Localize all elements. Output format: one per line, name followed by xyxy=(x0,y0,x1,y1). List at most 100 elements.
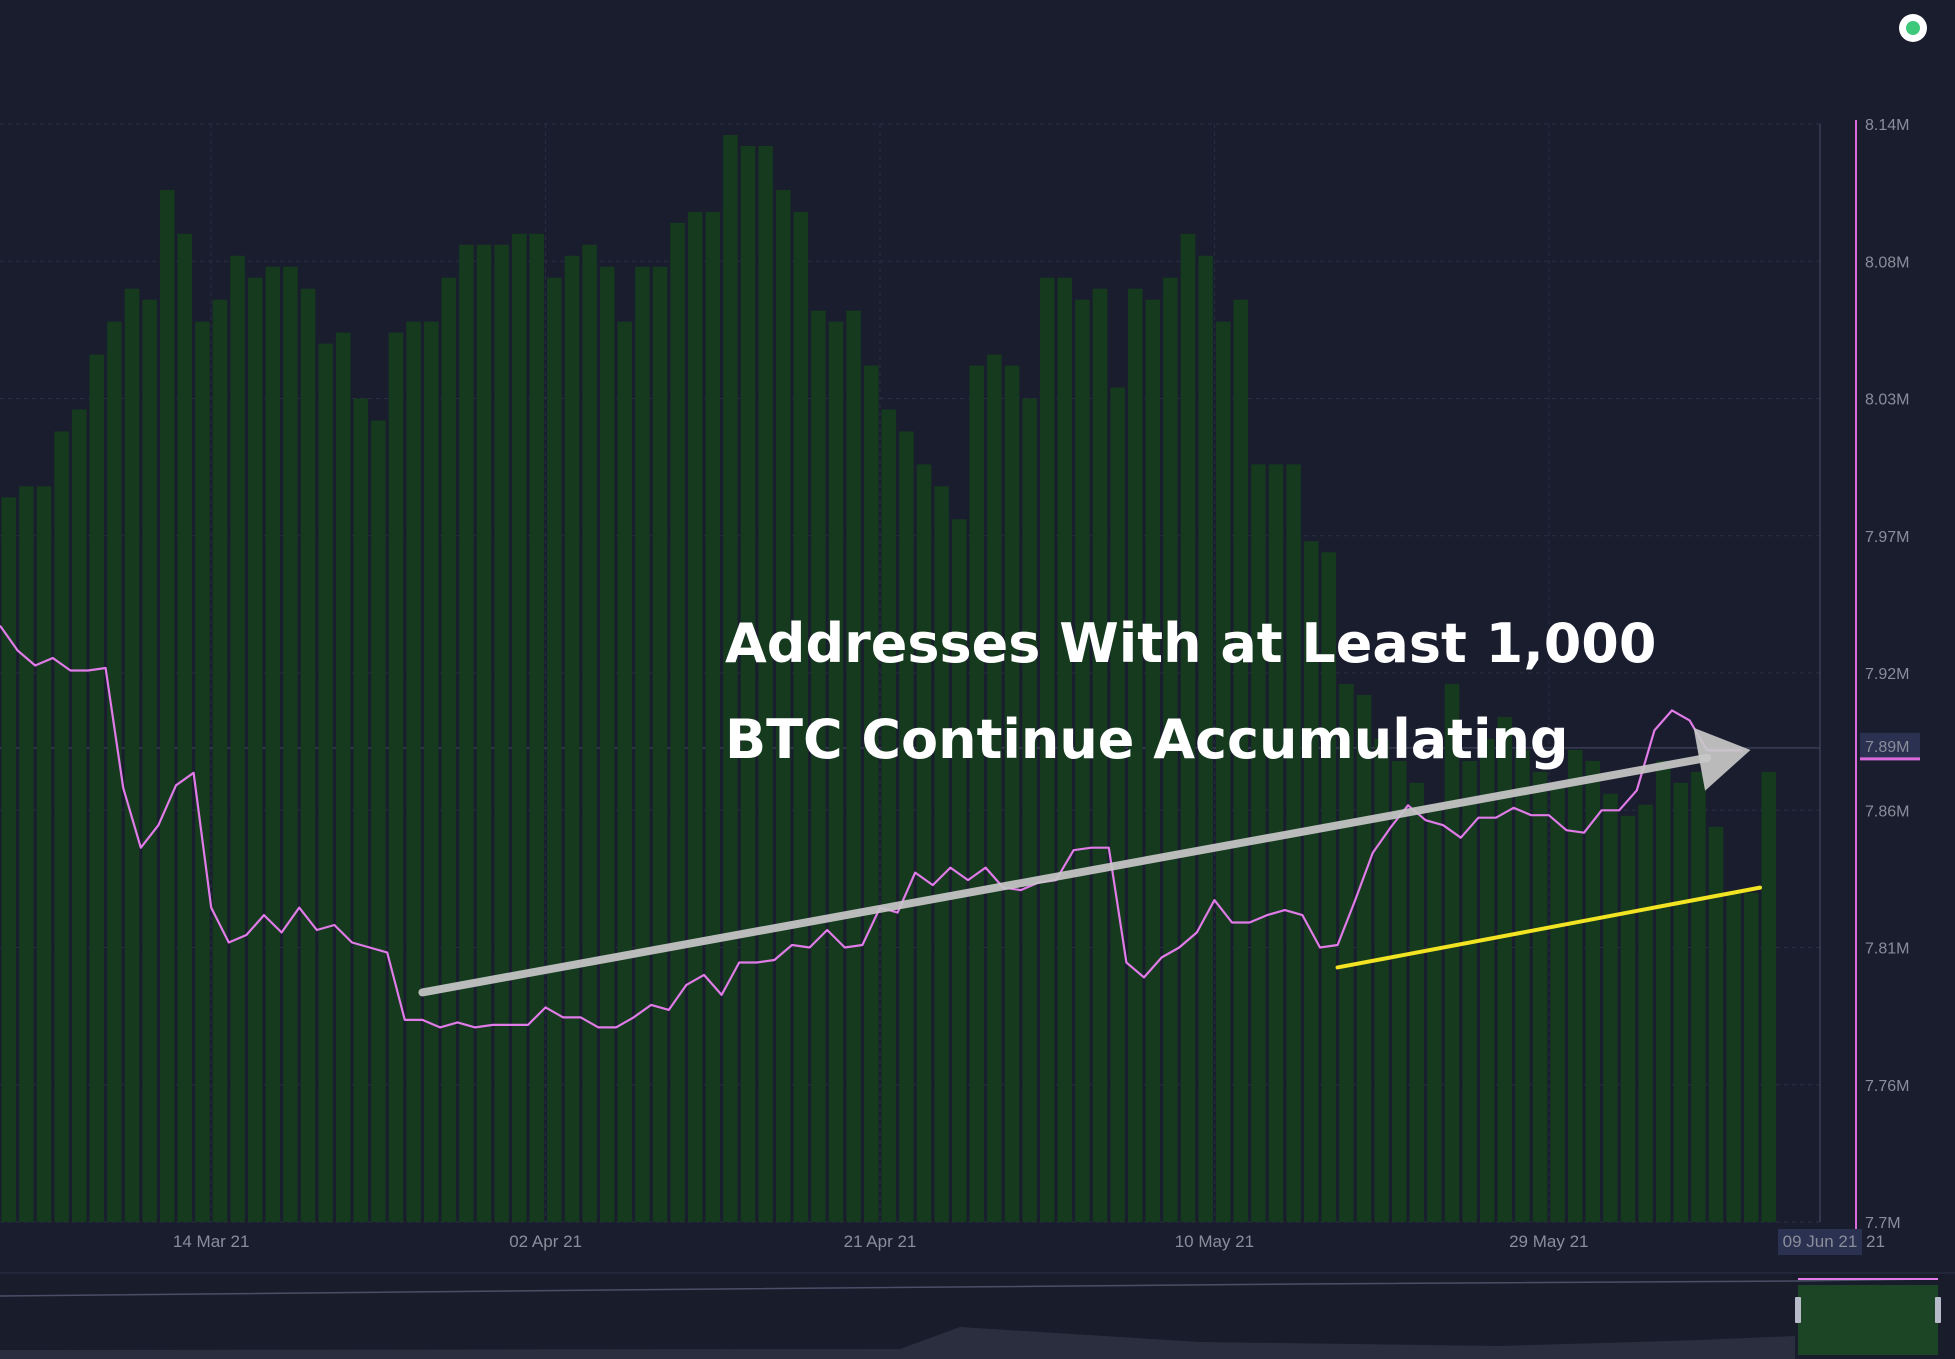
bar xyxy=(1127,288,1143,1222)
bar xyxy=(318,343,333,1223)
bar xyxy=(951,519,967,1222)
bar xyxy=(775,189,791,1222)
bar xyxy=(441,277,457,1223)
bar xyxy=(36,486,52,1223)
bar xyxy=(811,310,826,1222)
bar xyxy=(1743,892,1759,1222)
y-tick-label: 7.92M xyxy=(1865,666,1909,683)
bar xyxy=(1110,387,1125,1222)
headline-line2: BTC Continue Accumulating xyxy=(725,708,1569,771)
bar xyxy=(863,365,879,1222)
bar xyxy=(1233,299,1249,1222)
bar xyxy=(934,486,949,1223)
support-line xyxy=(1335,885,1762,970)
bar xyxy=(1761,771,1777,1222)
bar xyxy=(107,321,122,1222)
bar xyxy=(1673,782,1689,1222)
y-tick-label: 8.08M xyxy=(1865,254,1909,271)
bar xyxy=(1515,749,1530,1222)
bar xyxy=(1444,683,1460,1222)
bar xyxy=(335,332,351,1222)
bar xyxy=(1497,716,1513,1222)
bar xyxy=(846,310,861,1222)
bar xyxy=(529,233,545,1223)
bar xyxy=(635,266,650,1222)
bar xyxy=(1,497,17,1222)
bar xyxy=(564,255,580,1222)
bar xyxy=(670,222,685,1222)
bar xyxy=(1726,892,1741,1222)
bar xyxy=(1603,793,1618,1222)
bar xyxy=(1004,365,1020,1222)
navigator-line-overview xyxy=(0,1278,1936,1297)
bar xyxy=(1022,398,1037,1222)
y-tick-label: 7.81M xyxy=(1865,941,1909,958)
bar xyxy=(54,431,69,1222)
bar xyxy=(1374,738,1389,1222)
bar xyxy=(459,244,474,1222)
bar xyxy=(687,211,703,1223)
x-tick-label: 02 Apr 21 xyxy=(509,1232,582,1251)
bar xyxy=(1391,760,1407,1222)
bar xyxy=(1691,771,1706,1222)
bar xyxy=(1180,233,1196,1223)
bar xyxy=(89,354,105,1223)
bar xyxy=(1479,738,1495,1222)
bar xyxy=(582,244,597,1222)
bar xyxy=(758,145,773,1223)
bar xyxy=(388,332,404,1222)
current-value-label: 7.89M xyxy=(1865,739,1909,756)
y-tick-label: 8.14M xyxy=(1865,117,1909,134)
y-tick-label: 8.03M xyxy=(1865,392,1909,409)
bar xyxy=(547,277,562,1223)
navigator[interactable] xyxy=(0,1272,1955,1359)
bar xyxy=(1075,299,1090,1222)
annotations xyxy=(418,727,1762,997)
bar xyxy=(406,321,421,1222)
bar xyxy=(1409,782,1425,1222)
bar xyxy=(916,464,932,1222)
line-series xyxy=(0,624,1743,1029)
bar xyxy=(230,255,245,1222)
bar xyxy=(1286,464,1301,1222)
bar xyxy=(142,299,157,1222)
bar xyxy=(371,420,386,1223)
bar xyxy=(494,244,509,1222)
bar xyxy=(423,321,439,1222)
x-tick-label: 29 May 21 xyxy=(1509,1232,1588,1251)
navigator-right-handle xyxy=(1935,1297,1941,1323)
x-highlight-label: 09 Jun 21 xyxy=(1783,1232,1858,1251)
bar xyxy=(1585,760,1601,1222)
bar xyxy=(265,266,281,1222)
x-highlight-box xyxy=(1778,1229,1862,1255)
bar xyxy=(177,233,193,1223)
y-tick-label: 7.86M xyxy=(1865,803,1909,820)
status-indicator-icon xyxy=(1899,14,1927,42)
bar xyxy=(195,321,210,1222)
bar xyxy=(1039,277,1055,1223)
bar xyxy=(652,266,668,1222)
bar xyxy=(705,211,721,1223)
bar xyxy=(1321,552,1337,1222)
bar xyxy=(881,409,897,1223)
x-tick-label: 21 xyxy=(1866,1232,1885,1251)
bar xyxy=(1638,804,1653,1222)
bar xyxy=(212,299,228,1222)
x-tick-label: 21 Apr 21 xyxy=(844,1232,917,1251)
bar xyxy=(159,189,175,1222)
bar xyxy=(476,244,492,1222)
bar xyxy=(124,288,140,1222)
bar xyxy=(740,145,756,1223)
trend-arrow-head xyxy=(1693,727,1751,791)
x-axis: 14 Mar 21 02 Apr 21 21 Apr 21 10 May 21 29 M… xyxy=(173,1229,1885,1255)
bar xyxy=(1092,288,1108,1222)
bar xyxy=(1339,683,1354,1222)
navigator-volume-overview xyxy=(0,1327,1795,1359)
bar xyxy=(1462,760,1477,1222)
x-tick-label: 14 Mar 21 xyxy=(173,1232,250,1251)
bar xyxy=(828,321,844,1222)
y-tick-label: 7.76M xyxy=(1865,1078,1909,1095)
bar xyxy=(1356,694,1372,1222)
bar xyxy=(1163,277,1178,1223)
bar xyxy=(899,431,914,1222)
